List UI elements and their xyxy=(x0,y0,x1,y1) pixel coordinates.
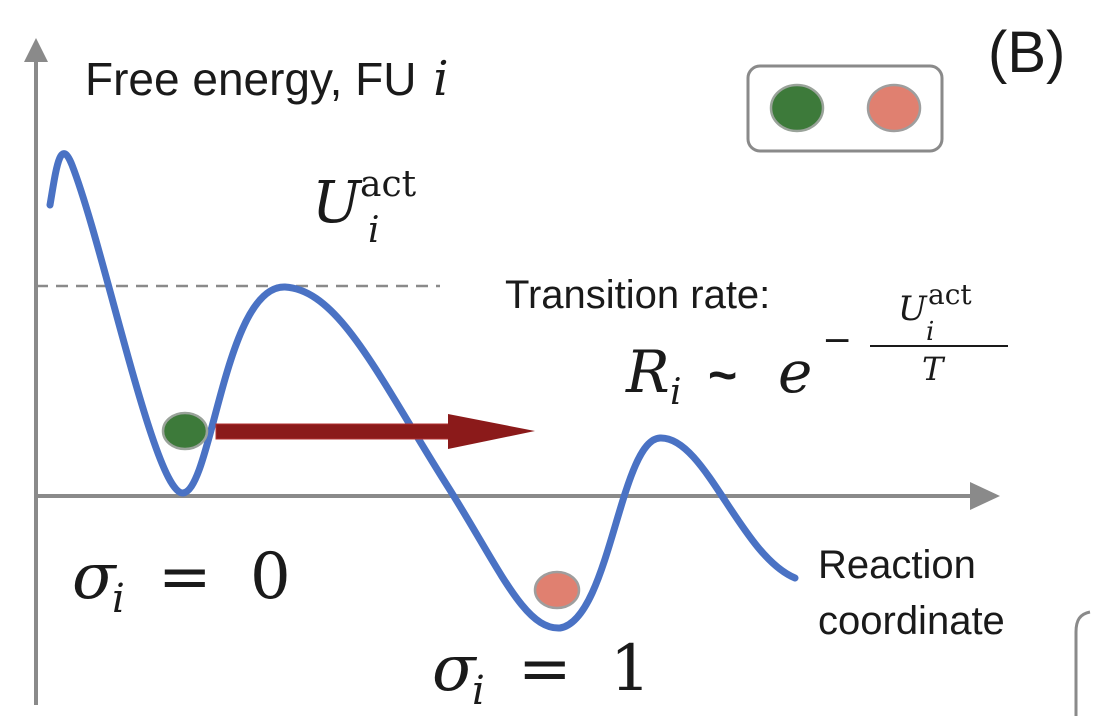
transition-rate-caption: Transition rate: xyxy=(505,273,770,317)
transition-arrow-shaft xyxy=(215,423,457,440)
state-0-ball xyxy=(161,411,209,451)
state-0-symbol: σ xyxy=(72,540,118,614)
cropped-bracket-fragment xyxy=(1074,610,1091,716)
rate-numerator-symbol: U xyxy=(898,289,928,329)
transition-arrow-head xyxy=(448,414,535,449)
state-1-label: σ xyxy=(432,632,478,706)
rate-numerator-subscript: i xyxy=(926,317,934,347)
rate-base: e xyxy=(778,338,812,406)
x-axis-arrowhead xyxy=(970,482,1000,510)
x-axis-label-line1: Reaction xyxy=(818,543,976,587)
rate-exponent-sign: − xyxy=(822,320,852,361)
rate-lhs-symbol: R xyxy=(625,338,670,406)
rate-relation: ~ xyxy=(708,347,737,403)
state-1-subscript: i xyxy=(472,668,485,714)
state-0-value: 0 xyxy=(250,540,291,614)
state-1-symbol: σ xyxy=(432,632,478,706)
state-0-label: σ xyxy=(72,540,118,614)
y-axis-label: Free energy, FU i xyxy=(85,51,449,107)
activation-energy-label: U xyxy=(312,168,363,236)
free-energy-curve xyxy=(46,150,799,632)
state-1-ball xyxy=(533,570,581,610)
activation-symbol: U xyxy=(312,168,363,236)
y-axis-label-index: i xyxy=(433,51,448,107)
x-axis-label-line2: coordinate xyxy=(818,599,1005,643)
y-axis-arrowhead xyxy=(24,38,48,62)
legend-state-1-ball xyxy=(866,83,922,133)
rate-numerator-superscript: act xyxy=(928,278,972,311)
state-0-equals: = xyxy=(158,540,212,614)
activation-subscript: i xyxy=(368,210,380,251)
rate-lhs-subscript: i xyxy=(670,372,682,413)
activation-superscript: act xyxy=(360,164,417,205)
state-1-equals: = xyxy=(518,632,572,706)
y-axis-label-text: Free energy, FU xyxy=(85,53,429,105)
state-1-value: 1 xyxy=(610,632,651,706)
rate-denominator: T xyxy=(922,350,946,388)
panel-label: (B) xyxy=(988,20,1065,85)
legend-state-0-ball xyxy=(769,83,825,133)
state-0-subscript: i xyxy=(112,576,125,622)
